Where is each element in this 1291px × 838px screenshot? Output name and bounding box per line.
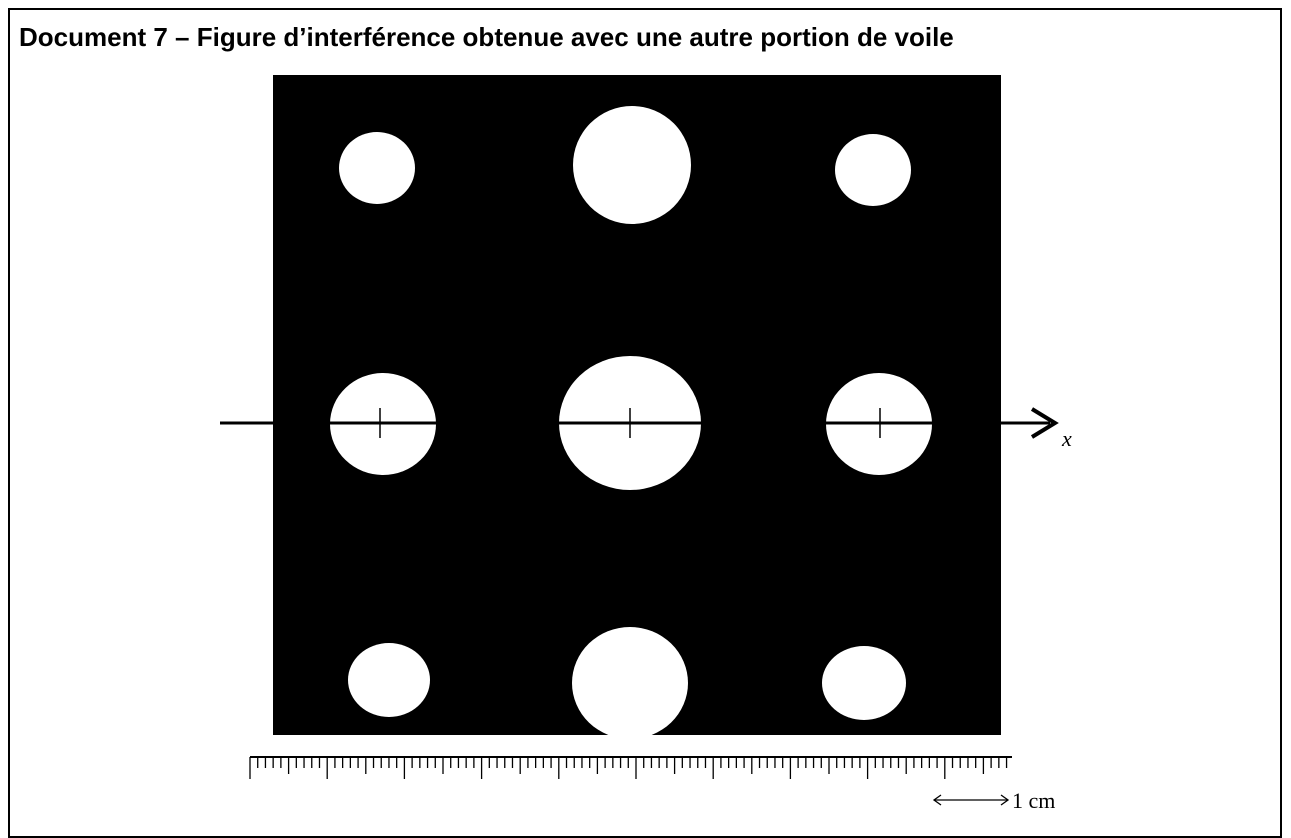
spot xyxy=(572,627,688,739)
ruler xyxy=(250,757,1012,779)
spot xyxy=(835,134,911,206)
axis-label: x xyxy=(1061,426,1072,451)
spot xyxy=(822,646,906,720)
page: Document 7 – Figure d’interférence obten… xyxy=(0,0,1291,822)
interference-figure: x 1 cm xyxy=(0,0,1291,822)
scale-label: 1 cm xyxy=(1012,788,1055,813)
spot xyxy=(348,643,430,717)
spot xyxy=(339,132,415,204)
spot xyxy=(573,106,691,224)
